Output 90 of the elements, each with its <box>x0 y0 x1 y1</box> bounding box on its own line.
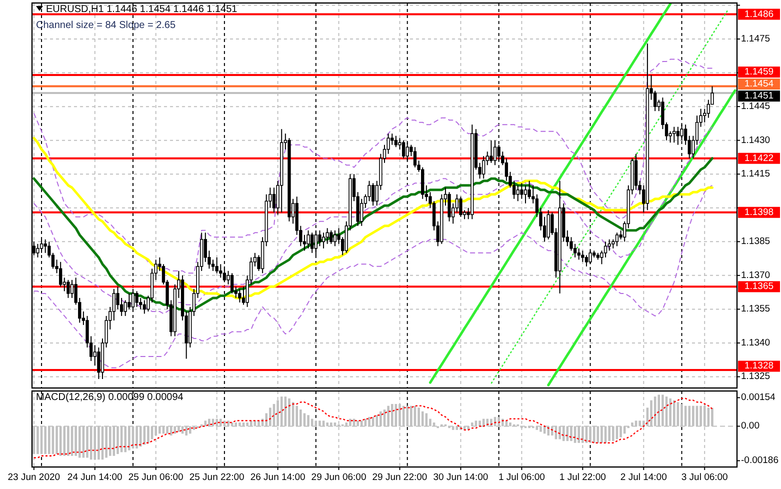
y-tick-label: 1.1445 <box>741 101 770 112</box>
candlestick <box>215 256 218 274</box>
ref-line-label: 1.1454 <box>744 78 774 90</box>
candlestick <box>608 238 611 252</box>
candlestick <box>238 288 242 303</box>
ref-line-label: 1.1398 <box>744 206 774 218</box>
x-tick-label: 23 Jun 2020 <box>8 472 60 483</box>
candlestick <box>490 140 493 164</box>
candlestick <box>577 248 580 260</box>
ref-line-label: 1.1459 <box>744 66 774 78</box>
x-tick-label: 30 Jun 14:00 <box>433 472 488 483</box>
ref-line-label: 1.1451 <box>744 90 774 102</box>
candlestick <box>459 196 462 218</box>
x-tick-label: 1 Jul 06:00 <box>498 472 545 483</box>
ref-line-label: 1.1486 <box>744 8 774 20</box>
y-tick-label: -0.00186 <box>741 455 779 466</box>
candlestick <box>371 182 375 206</box>
candlestick <box>211 259 215 272</box>
candlestick <box>520 182 524 200</box>
chart-title: EURUSD,H1 1.1446 1.1454 1.1446 1.1451 <box>46 4 238 15</box>
y-tick-label: 1.1340 <box>741 337 770 348</box>
candlestick <box>402 140 406 159</box>
candlestick <box>318 230 322 247</box>
candlestick <box>703 108 706 123</box>
y-tick-label: 0.00 <box>741 420 760 432</box>
candlestick <box>333 230 337 247</box>
candlestick <box>272 187 276 213</box>
candlestick <box>581 250 584 262</box>
ref-line-label: 1.1365 <box>744 281 774 292</box>
candlestick <box>413 146 417 168</box>
candlestick <box>672 126 676 144</box>
y-tick-label: 1.1475 <box>741 34 770 45</box>
candlestick <box>59 261 62 288</box>
candlestick <box>322 232 326 249</box>
text: Channel size = 84 Slope = 2.65 <box>36 20 176 31</box>
candlestick <box>142 300 146 314</box>
y-tick-label: 1.1385 <box>741 236 770 248</box>
candlestick <box>36 243 40 258</box>
candlestick <box>222 266 226 283</box>
candlestick <box>528 180 531 200</box>
y-tick-label: 0.00154 <box>741 392 776 404</box>
candlestick <box>326 228 329 244</box>
x-tick-label: 2 Jul 14:00 <box>620 472 667 483</box>
x-tick-label: 24 Jun 14:00 <box>67 472 122 483</box>
ref-line-label: 1.1328 <box>744 360 774 372</box>
y-tick-label: 1.1355 <box>741 304 770 315</box>
candlestick <box>97 346 100 380</box>
candlestick <box>394 135 398 148</box>
candlestick <box>44 238 47 254</box>
chart-title: MACD(12,26,9) 0.00099 0.00094 <box>36 392 184 403</box>
candlestick <box>330 230 333 244</box>
candlestick <box>612 238 615 249</box>
candlestick <box>516 184 520 202</box>
candlestick <box>542 216 546 242</box>
x-tick-label: 3 Jul 06:00 <box>681 472 728 483</box>
candlestick <box>230 272 234 294</box>
candlestick <box>524 184 528 204</box>
line-series <box>428 3 672 384</box>
x-tick-label: 25 Jun 06:00 <box>128 472 184 483</box>
y-tick-label: 1.1430 <box>741 134 770 146</box>
candlestick <box>615 232 619 247</box>
x-tick-label: 25 Jun 22:00 <box>189 472 244 483</box>
x-tick-label: 1 Jul 22:00 <box>559 472 606 483</box>
candlestick <box>306 230 310 249</box>
candlestick <box>112 288 116 321</box>
x-tick-label: 29 Jun 06:00 <box>311 472 366 483</box>
candlestick <box>360 198 364 226</box>
candlestick <box>604 241 608 258</box>
candlestick <box>448 192 451 222</box>
candlestick <box>120 297 124 316</box>
line-series <box>490 10 728 384</box>
candlestick <box>482 156 486 180</box>
candlestick <box>584 254 588 267</box>
candlestick <box>128 292 131 310</box>
line-series <box>32 157 714 313</box>
x-tick-label: 26 Jun 14:00 <box>250 472 306 483</box>
y-tick-label: 1.1415 <box>741 168 770 180</box>
candlestick <box>573 243 577 258</box>
candlestick <box>302 234 306 252</box>
candlestick <box>546 210 550 240</box>
y-tick-label: 1.1370 <box>741 270 770 281</box>
candlestick <box>66 279 70 298</box>
candlestick <box>676 126 680 146</box>
ref-line-label: 1.1422 <box>744 152 774 164</box>
candlestick <box>493 140 497 166</box>
candlestick <box>390 133 394 146</box>
y-tick-label: 1.1325 <box>741 371 770 382</box>
candlestick <box>135 290 138 308</box>
candlestick <box>310 232 314 254</box>
x-tick-label: 29 Jun 22:00 <box>372 472 428 483</box>
